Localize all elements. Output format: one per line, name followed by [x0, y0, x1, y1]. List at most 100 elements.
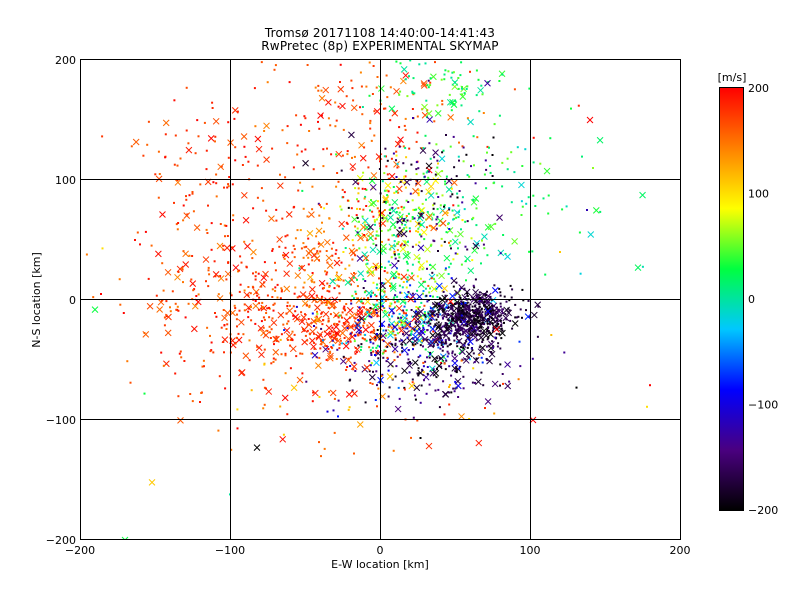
- data-point-cross: [315, 362, 322, 369]
- data-point-dot: [454, 370, 457, 373]
- data-point-dot: [499, 319, 502, 322]
- data-point-dot: [210, 222, 213, 225]
- data-point-dot: [270, 362, 273, 365]
- data-point-dot: [486, 318, 489, 321]
- data-point-cross: [487, 344, 495, 352]
- data-point-cross: [389, 221, 397, 228]
- data-point-dot: [325, 304, 328, 306]
- data-point-dot: [504, 313, 507, 315]
- data-point-dot: [364, 227, 367, 230]
- data-point-dot: [501, 310, 503, 313]
- data-point-cross: [484, 308, 492, 315]
- data-point-dot: [458, 367, 461, 370]
- data-point-dot: [413, 328, 416, 331]
- data-point-dot: [433, 277, 435, 280]
- data-point-dot: [435, 227, 438, 230]
- data-point-dot: [464, 260, 467, 263]
- data-point-cross: [286, 307, 294, 315]
- data-point-dot: [497, 342, 500, 345]
- data-point-cross: [155, 175, 163, 183]
- data-point-dot: [388, 386, 391, 389]
- data-point-dot: [479, 333, 482, 336]
- data-point-cross: [276, 236, 284, 243]
- data-point-dot: [301, 352, 304, 355]
- data-point-dot: [460, 87, 463, 90]
- data-point-dot: [450, 109, 453, 112]
- data-point-dot: [409, 220, 412, 223]
- data-point-dot: [373, 220, 376, 223]
- data-point-dot: [326, 289, 329, 292]
- data-point-dot: [468, 306, 471, 309]
- data-point-dot: [475, 207, 478, 210]
- data-point-dot: [327, 317, 330, 320]
- data-point-dot: [443, 315, 446, 318]
- data-point-dot: [251, 239, 254, 242]
- data-point-dot: [341, 188, 344, 191]
- data-point-cross: [308, 211, 315, 218]
- data-point-dot: [463, 208, 466, 211]
- data-point-dot: [327, 117, 330, 120]
- data-point-dot: [339, 205, 342, 208]
- data-point-dot: [599, 210, 602, 213]
- data-point-dot: [368, 360, 371, 363]
- data-point-cross: [345, 391, 353, 398]
- data-point-dot: [395, 150, 398, 153]
- data-point-dot: [432, 207, 435, 210]
- data-point-dot: [295, 114, 298, 117]
- data-point-dot: [406, 276, 409, 279]
- data-point-dot: [463, 314, 466, 317]
- data-point-cross: [417, 244, 425, 252]
- data-point-dot: [223, 186, 225, 189]
- data-point-dot: [435, 143, 438, 146]
- data-point-cross: [432, 177, 440, 185]
- data-point-dot: [387, 177, 390, 180]
- data-point-dot: [249, 292, 252, 295]
- data-point-dot: [471, 309, 474, 311]
- data-point-dot: [293, 333, 296, 336]
- data-point-dot: [451, 313, 454, 316]
- data-point-dot: [459, 288, 461, 291]
- data-point-cross: [376, 248, 383, 256]
- data-point-dot: [318, 259, 320, 262]
- data-point-dot: [387, 238, 390, 241]
- data-point-dot: [646, 405, 648, 408]
- data-point-dot: [458, 309, 461, 312]
- data-point-dot: [476, 320, 479, 323]
- data-point-dot: [254, 271, 257, 274]
- data-point-dot: [347, 214, 350, 217]
- data-point-dot: [420, 190, 423, 193]
- data-point-dot: [301, 372, 304, 375]
- data-point-dot: [524, 148, 527, 151]
- data-point-cross: [381, 214, 389, 222]
- data-point-dot: [294, 310, 297, 313]
- data-point-dot: [485, 187, 488, 190]
- data-point-cross: [237, 318, 245, 326]
- data-point-dot: [174, 372, 177, 375]
- data-point-dot: [346, 222, 349, 225]
- data-point-dot: [463, 305, 466, 308]
- data-point-dot: [311, 400, 314, 403]
- data-point-dot: [197, 135, 200, 138]
- data-point-cross: [345, 335, 352, 343]
- data-point-cross: [253, 444, 261, 451]
- data-point-cross: [484, 79, 491, 87]
- data-point-dot: [456, 310, 459, 312]
- data-point-dot: [356, 285, 359, 288]
- data-point-dot: [303, 329, 306, 332]
- data-point-dot: [398, 397, 401, 400]
- data-point-dot: [510, 296, 513, 299]
- data-point-dot: [320, 206, 323, 209]
- data-point-dot: [441, 316, 444, 319]
- data-point-dot: [446, 211, 449, 214]
- data-point-dot: [234, 342, 237, 345]
- data-point-cross: [425, 110, 433, 117]
- data-point-dot: [345, 95, 348, 98]
- data-point-dot: [499, 363, 502, 366]
- data-point-dot: [375, 303, 378, 306]
- data-point-dot: [460, 302, 463, 305]
- data-point-dot: [403, 299, 406, 302]
- data-point-dot: [347, 408, 350, 411]
- data-point-dot: [460, 359, 463, 362]
- x-tick-labels: −200 −100 0 100 200: [65, 544, 691, 557]
- data-point-dot: [385, 74, 388, 77]
